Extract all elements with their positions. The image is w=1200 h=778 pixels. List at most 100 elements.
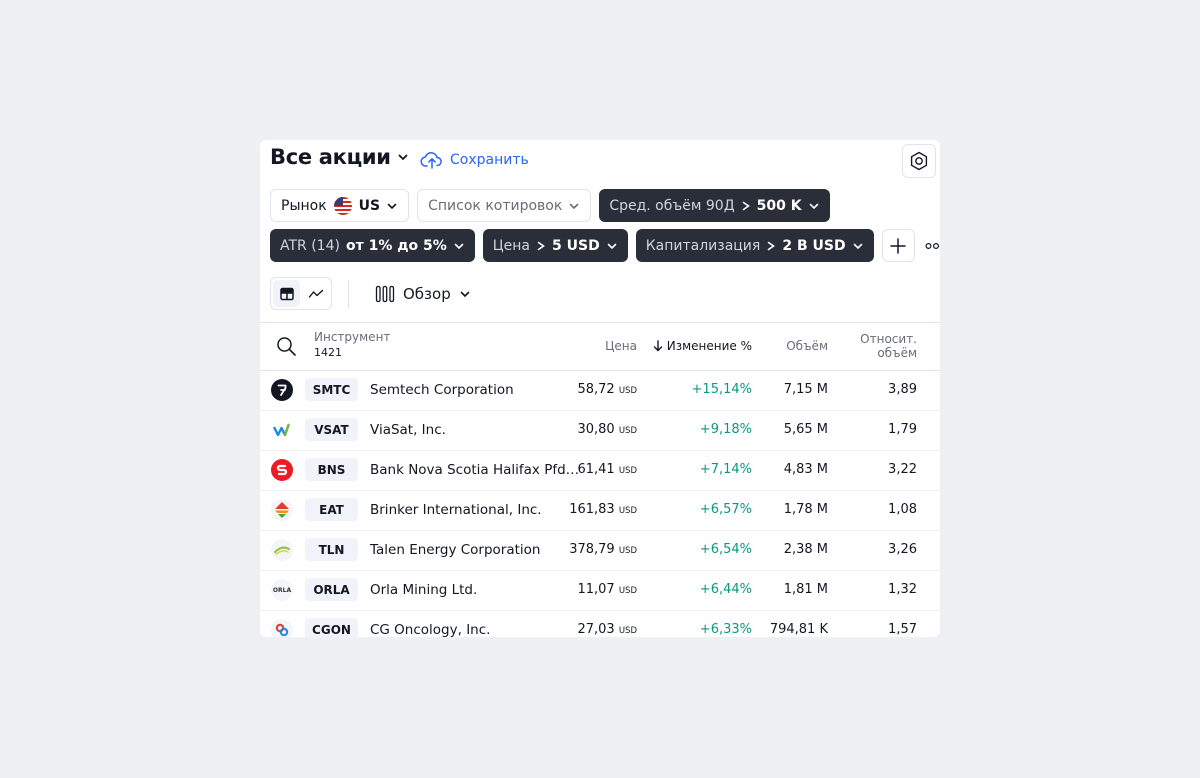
- chevron-down-icon: [607, 243, 617, 249]
- price-currency: USD: [618, 586, 637, 596]
- column-rel-volume[interactable]: Относит. объём: [860, 332, 917, 360]
- filter-row-1: Рынок US Список котировок Сред: [270, 189, 830, 222]
- column-price[interactable]: Цена: [605, 339, 637, 353]
- ticker-badge[interactable]: SMTC: [305, 378, 358, 401]
- company-name: Brinker International, Inc.: [370, 502, 542, 518]
- column-change-label: Изменение %: [666, 339, 752, 353]
- screener-table: Инструмент 1421 Цена Изменение % Объём О…: [260, 322, 940, 637]
- avg-volume-label: Сред. объём 90Д: [609, 197, 735, 214]
- table-row[interactable]: TLN Talen Energy Corporation 378,79 USD …: [260, 531, 940, 571]
- price-currency: USD: [618, 386, 637, 396]
- market-filter[interactable]: Рынок US: [270, 189, 410, 222]
- ticker-badge[interactable]: BNS: [305, 458, 358, 481]
- change-cell: +6,57%: [699, 502, 752, 517]
- scotiabank-logo-icon: [271, 459, 293, 481]
- rel-volume-cell: 1,08: [888, 502, 917, 517]
- avg-volume-filter[interactable]: Сред. объём 90Д 500 K: [599, 189, 830, 222]
- company-name: Semtech Corporation: [370, 382, 514, 398]
- watchlist-filter[interactable]: Список котировок: [417, 189, 592, 222]
- atr-label: ATR (14): [280, 237, 340, 254]
- rel-volume-cell: 3,22: [888, 462, 917, 477]
- chevron-down-icon: [387, 203, 397, 209]
- price-value: 27,03: [577, 622, 615, 637]
- price-value: 161,83: [569, 502, 615, 517]
- price-currency: USD: [618, 426, 637, 436]
- viasat-logo-icon: [271, 419, 293, 441]
- ticker-badge[interactable]: VSAT: [305, 418, 358, 441]
- column-volume[interactable]: Объём: [786, 339, 828, 353]
- divider: [348, 279, 349, 308]
- market-cap-filter[interactable]: Капитализация 2 B USD: [635, 229, 874, 262]
- rel-volume-cell: 1,57: [888, 622, 917, 637]
- market-value: US: [358, 197, 381, 214]
- company-name: Bank Nova Scotia Halifax Pfd…: [370, 462, 580, 478]
- orla-logo-text: ORLA: [272, 586, 292, 594]
- price-value: 61,41: [577, 462, 615, 477]
- column-instrument[interactable]: Инструмент: [314, 330, 391, 344]
- table-row[interactable]: BNS Bank Nova Scotia Halifax Pfd… 61,41 …: [260, 451, 940, 491]
- price-cell: 378,79 USD: [569, 542, 637, 557]
- more-horizontal-icon: [925, 242, 939, 249]
- price-cell: 161,83 USD: [569, 502, 637, 517]
- ticker-badge[interactable]: CGON: [305, 618, 358, 637]
- chevron-down-icon: [454, 243, 464, 249]
- volume-cell: 7,15 M: [783, 382, 828, 397]
- column-rel-volume-line-2: объём: [877, 346, 917, 360]
- ticker-badge[interactable]: TLN: [305, 538, 358, 561]
- save-button[interactable]: Сохранить: [420, 150, 529, 170]
- company-name: CG Oncology, Inc.: [370, 622, 491, 637]
- chevron-down-icon: [570, 203, 579, 209]
- table-header: Инструмент 1421 Цена Изменение % Объём О…: [260, 322, 940, 371]
- change-cell: +6,44%: [699, 582, 752, 597]
- table-row[interactable]: CGON CG Oncology, Inc. 27,03 USD +6,33% …: [260, 611, 940, 637]
- chevron-down-icon: [398, 154, 408, 161]
- search-icon[interactable]: [276, 336, 297, 357]
- price-cell: 27,03 USD: [577, 622, 637, 637]
- talen-logo-icon: [271, 539, 293, 561]
- price-currency: USD: [618, 506, 637, 516]
- market-label: Рынок: [281, 197, 327, 214]
- view-toolbar: Обзор: [270, 277, 471, 310]
- chevron-down-icon: [460, 291, 470, 297]
- columns-icon: [375, 285, 395, 302]
- price-filter-value: 5 USD: [552, 237, 600, 254]
- price-value: 378,79: [569, 542, 615, 557]
- table-row[interactable]: EAT Brinker International, Inc. 161,83 U…: [260, 491, 940, 531]
- cloud-upload-icon: [420, 152, 442, 169]
- add-filter-button[interactable]: [881, 229, 915, 262]
- table-row[interactable]: VSAT ViaSat, Inc. 30,80 USD +9,18% 5,65 …: [260, 411, 940, 451]
- atr-filter[interactable]: ATR (14) от 1% до 5%: [270, 229, 475, 262]
- company-name: Orla Mining Ltd.: [370, 582, 478, 598]
- chevron-down-icon: [809, 203, 818, 209]
- more-filters-button[interactable]: [923, 229, 940, 262]
- price-filter[interactable]: Цена 5 USD: [482, 229, 628, 262]
- rel-volume-cell: 3,89: [888, 382, 917, 397]
- change-cell: +15,14%: [691, 382, 752, 397]
- columns-preset-dropdown[interactable]: Обзор: [375, 285, 471, 303]
- ticker-badge[interactable]: EAT: [305, 498, 358, 521]
- table-view-button[interactable]: [273, 280, 300, 307]
- plus-icon: [890, 237, 906, 254]
- avg-volume-value: 500 K: [756, 197, 802, 214]
- change-cell: +6,33%: [699, 622, 752, 637]
- ticker-badge[interactable]: ORLA: [305, 578, 358, 601]
- rel-volume-cell: 3,26: [888, 542, 917, 557]
- page-title: Все акции: [270, 145, 391, 169]
- table-row[interactable]: ORLA ORLA Orla Mining Ltd. 11,07 USD +6,…: [260, 571, 940, 611]
- hexagon-settings-icon: [910, 151, 928, 171]
- cap-value: 2 B USD: [782, 237, 846, 254]
- table-row[interactable]: SMTC Semtech Corporation 58,72 USD +15,1…: [260, 371, 940, 411]
- column-change[interactable]: Изменение %: [653, 339, 752, 353]
- price-cell: 30,80 USD: [577, 422, 637, 437]
- change-cell: +6,54%: [699, 542, 752, 557]
- sort-down-arrow-icon: [653, 340, 662, 352]
- price-value: 30,80: [577, 422, 615, 437]
- semtech-logo-icon: [271, 379, 293, 401]
- chart-view-button[interactable]: [302, 280, 329, 307]
- watchlist-label: Список котировок: [428, 197, 563, 214]
- rel-volume-cell: 1,79: [888, 422, 917, 437]
- screen-title-dropdown[interactable]: Все акции: [270, 145, 409, 169]
- settings-button[interactable]: [902, 144, 936, 178]
- change-cell: +7,14%: [699, 462, 752, 477]
- company-name: Talen Energy Corporation: [370, 542, 541, 558]
